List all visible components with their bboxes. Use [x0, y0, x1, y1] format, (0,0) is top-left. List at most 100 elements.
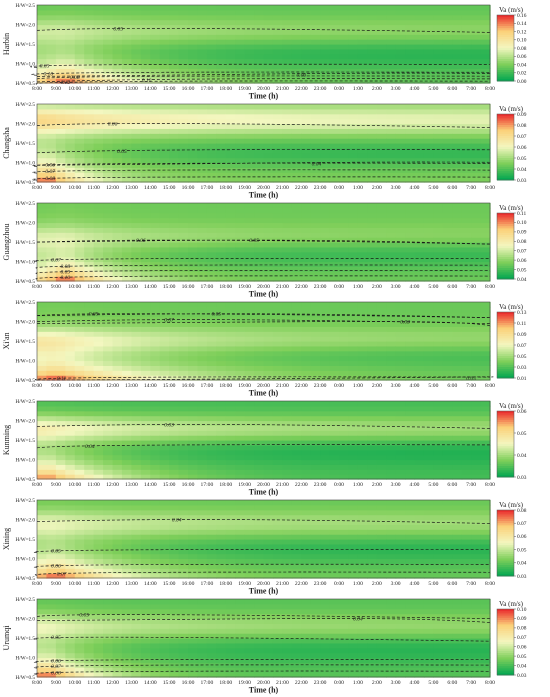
heat-cell: [357, 563, 368, 569]
heat-cell: [442, 548, 453, 555]
heat-cell: [197, 104, 208, 110]
heat-cell: [452, 212, 463, 219]
heat-cell: [46, 302, 57, 308]
heat-cell: [414, 5, 425, 11]
heat-cell: [282, 529, 293, 535]
heat-cell: [386, 321, 397, 327]
heat-cell: [348, 539, 359, 545]
colorbar-segment: [497, 375, 514, 379]
heat-cell: [386, 73, 397, 79]
contour-line: [36, 376, 494, 381]
heat-cell: [103, 350, 114, 357]
heat-cell: [46, 276, 57, 282]
heat-cell: [272, 53, 283, 60]
heat-cell: [159, 469, 170, 475]
x-tick-label: 14:00: [144, 284, 157, 290]
heat-cell: [159, 375, 170, 381]
heat-cell: [46, 519, 57, 525]
heat-cell: [206, 449, 217, 456]
heat-cell: [348, 242, 359, 248]
heat-cell: [367, 504, 378, 511]
heat-cell: [188, 430, 199, 436]
heat-cell: [121, 78, 132, 84]
heat-cell: [121, 568, 132, 574]
heat-cell: [65, 271, 76, 277]
heat-cell: [348, 152, 359, 159]
heat-cell: [272, 222, 283, 228]
heat-cell: [206, 529, 217, 535]
heat-cell: [206, 44, 217, 50]
colorbar-segment: [497, 215, 514, 218]
heat-cell: [386, 34, 397, 40]
heat-cell: [282, 360, 293, 366]
colorbar-tick-label: 0.11: [517, 321, 527, 327]
heat-cell: [301, 19, 312, 26]
heat-cell: [150, 326, 161, 332]
heat-cell: [84, 534, 95, 540]
heat-cell: [442, 237, 453, 243]
heat-cell: [55, 563, 66, 569]
heat-cell: [442, 553, 453, 560]
heat-cell: [301, 420, 312, 426]
heat-cell: [159, 405, 170, 412]
heat-cell: [348, 227, 359, 233]
heat-cell: [329, 425, 340, 431]
heat-cell: [55, 39, 66, 45]
heat-cell: [386, 454, 397, 461]
heat-cell: [46, 509, 57, 516]
heat-cell: [395, 509, 406, 516]
heat-cell: [310, 420, 321, 426]
heat-cell: [339, 500, 350, 506]
heat-cell: [433, 464, 444, 470]
heat-cell: [131, 558, 142, 564]
heat-cell: [405, 341, 416, 347]
heat-cell: [254, 405, 265, 412]
heat-cell: [46, 133, 57, 139]
heat-cell: [159, 563, 170, 569]
heat-cell: [131, 138, 142, 144]
heat-cell: [37, 375, 48, 381]
heat-cell: [254, 524, 265, 530]
heat-cell: [272, 474, 283, 480]
heat-cell: [329, 34, 340, 40]
heat-cell: [376, 19, 387, 26]
heat-cell: [395, 162, 406, 168]
heat-cell: [93, 68, 104, 74]
heat-cell: [206, 271, 217, 277]
heat-cell: [37, 29, 48, 35]
heat-cell: [131, 543, 142, 550]
heat-cell: [84, 162, 95, 168]
heat-cell: [461, 34, 472, 40]
heat-cell: [386, 558, 397, 564]
heat-cell: [65, 435, 76, 441]
heat-cell: [376, 430, 387, 436]
heat-cell: [471, 123, 482, 129]
heat-cell: [254, 543, 265, 550]
heat-cell: [442, 48, 453, 55]
heat-cell: [376, 138, 387, 144]
heat-cell: [433, 440, 444, 446]
heat-cell: [480, 167, 491, 173]
heat-cell: [74, 232, 85, 238]
heat-cell: [329, 365, 340, 371]
heat-cell: [367, 405, 378, 412]
heat-cell: [103, 360, 114, 366]
heat-cell: [65, 203, 76, 209]
heat-cell: [339, 104, 350, 110]
heat-cell: [405, 539, 416, 545]
heat-cell: [282, 444, 293, 451]
heat-cell: [188, 558, 199, 564]
heat-cell: [188, 336, 199, 342]
heat-cell: [452, 271, 463, 277]
heat-cell: [159, 113, 170, 120]
heat-cell: [254, 143, 265, 149]
heat-cell: [169, 474, 180, 480]
heat-cell: [188, 365, 199, 371]
heat-cell: [357, 242, 368, 248]
heat-cell: [376, 548, 387, 555]
y-tick-label: H/W=2.0: [16, 22, 36, 28]
heat-cell: [103, 138, 114, 144]
heat-cell: [339, 78, 350, 84]
heat-cell: [74, 573, 85, 579]
heat-cell: [348, 474, 359, 480]
